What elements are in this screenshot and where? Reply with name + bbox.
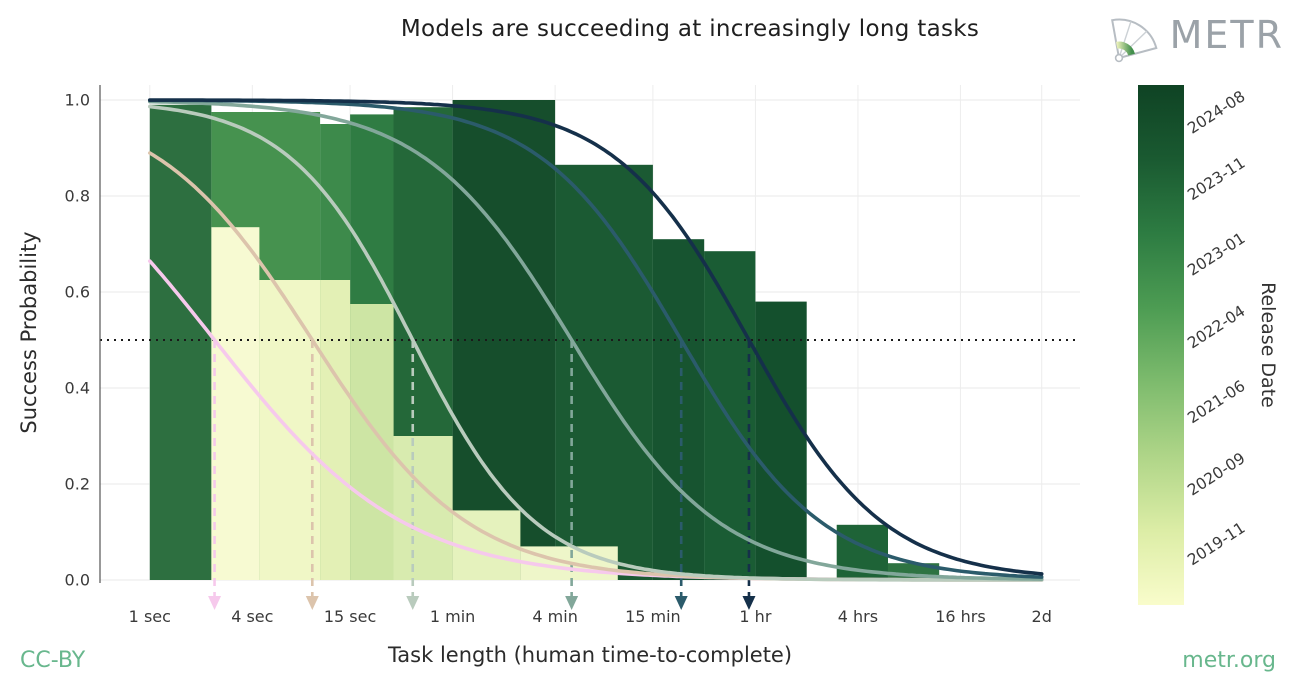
colorbar-tick-label: 2022-04	[1184, 302, 1248, 352]
colorbar: 2024-08 2023-11 2023-01 2022-04 2021-06 2020-…	[1138, 85, 1279, 605]
colorbar-label: Release Date	[1257, 282, 1279, 408]
y-tick-label: 0.2	[65, 475, 90, 494]
x-tick-label: 4 hrs	[838, 607, 878, 626]
x-axis-label: Task length (human time-to-complete)	[387, 643, 792, 667]
curve-3	[148, 104, 1044, 582]
bar	[393, 436, 453, 580]
license-label: CC-BY	[20, 648, 86, 673]
horizon-arrows	[208, 340, 756, 610]
site-label: metr.org	[1182, 648, 1276, 673]
curve-6	[148, 98, 1044, 576]
bar	[149, 104, 212, 581]
y-tick-label: 1.0	[65, 91, 90, 110]
metr-fan-icon	[1110, 18, 1158, 63]
horizon-arrowhead	[565, 596, 579, 610]
colorbar-tick-label: 2020-09	[1184, 449, 1248, 499]
colorbar-gradient	[1138, 85, 1184, 605]
horizon-arrowhead	[208, 596, 222, 610]
x-tick-label: 16 hrs	[935, 607, 986, 626]
x-tick-label: 1 min	[430, 607, 475, 626]
colorbar-tick-label: 2023-11	[1184, 154, 1248, 204]
y-axis-label: Success Probability	[17, 231, 41, 433]
bar	[350, 304, 394, 580]
metr-brand-text: METR	[1169, 13, 1284, 57]
bar	[320, 280, 351, 580]
y-tick-labels: 0.0 0.2 0.4 0.6 0.8 1.0	[65, 91, 90, 590]
bar	[652, 239, 705, 580]
x-tick-label: 4 min	[532, 607, 577, 626]
x-tick-label: 1 sec	[129, 607, 171, 626]
y-tick-label: 0.6	[65, 283, 90, 302]
bar	[555, 164, 653, 581]
y-tick-label: 0.8	[65, 187, 90, 206]
model-success-curves	[148, 98, 1044, 582]
x-tick-label: 4 sec	[231, 607, 273, 626]
colorbar-tick-label: 2024-08	[1184, 87, 1248, 137]
bar	[755, 301, 807, 580]
colorbar-tick-label: 2023-01	[1184, 229, 1248, 279]
horizon-arrowhead	[406, 596, 420, 610]
horizon-arrowhead	[305, 596, 319, 610]
colorbar-tick-label: 2019-11	[1184, 519, 1248, 569]
x-tick-label: 15 min	[625, 607, 681, 626]
y-tick-label: 0.4	[65, 379, 90, 398]
y-tick-label: 0.0	[65, 571, 90, 590]
x-tick-label: 1 hr	[739, 607, 771, 626]
chart-title: Models are succeeding at increasingly lo…	[400, 16, 980, 42]
x-tick-label: 15 sec	[324, 607, 376, 626]
x-tick-labels: 1 sec 4 sec 15 sec 1 min 4 min 15 min 1 hr 4 hr…	[129, 607, 1052, 626]
curve-4	[148, 99, 1044, 581]
horizon-arrowhead	[674, 596, 688, 610]
x-tick-label: 2d	[1032, 607, 1052, 626]
bar	[211, 227, 260, 580]
colorbar-tick-label: 2021-06	[1184, 377, 1248, 427]
bar	[452, 100, 556, 580]
task-success-bars	[149, 100, 940, 581]
horizon-arrowhead	[742, 596, 756, 610]
metr-logo: METR	[1099, 6, 1284, 64]
